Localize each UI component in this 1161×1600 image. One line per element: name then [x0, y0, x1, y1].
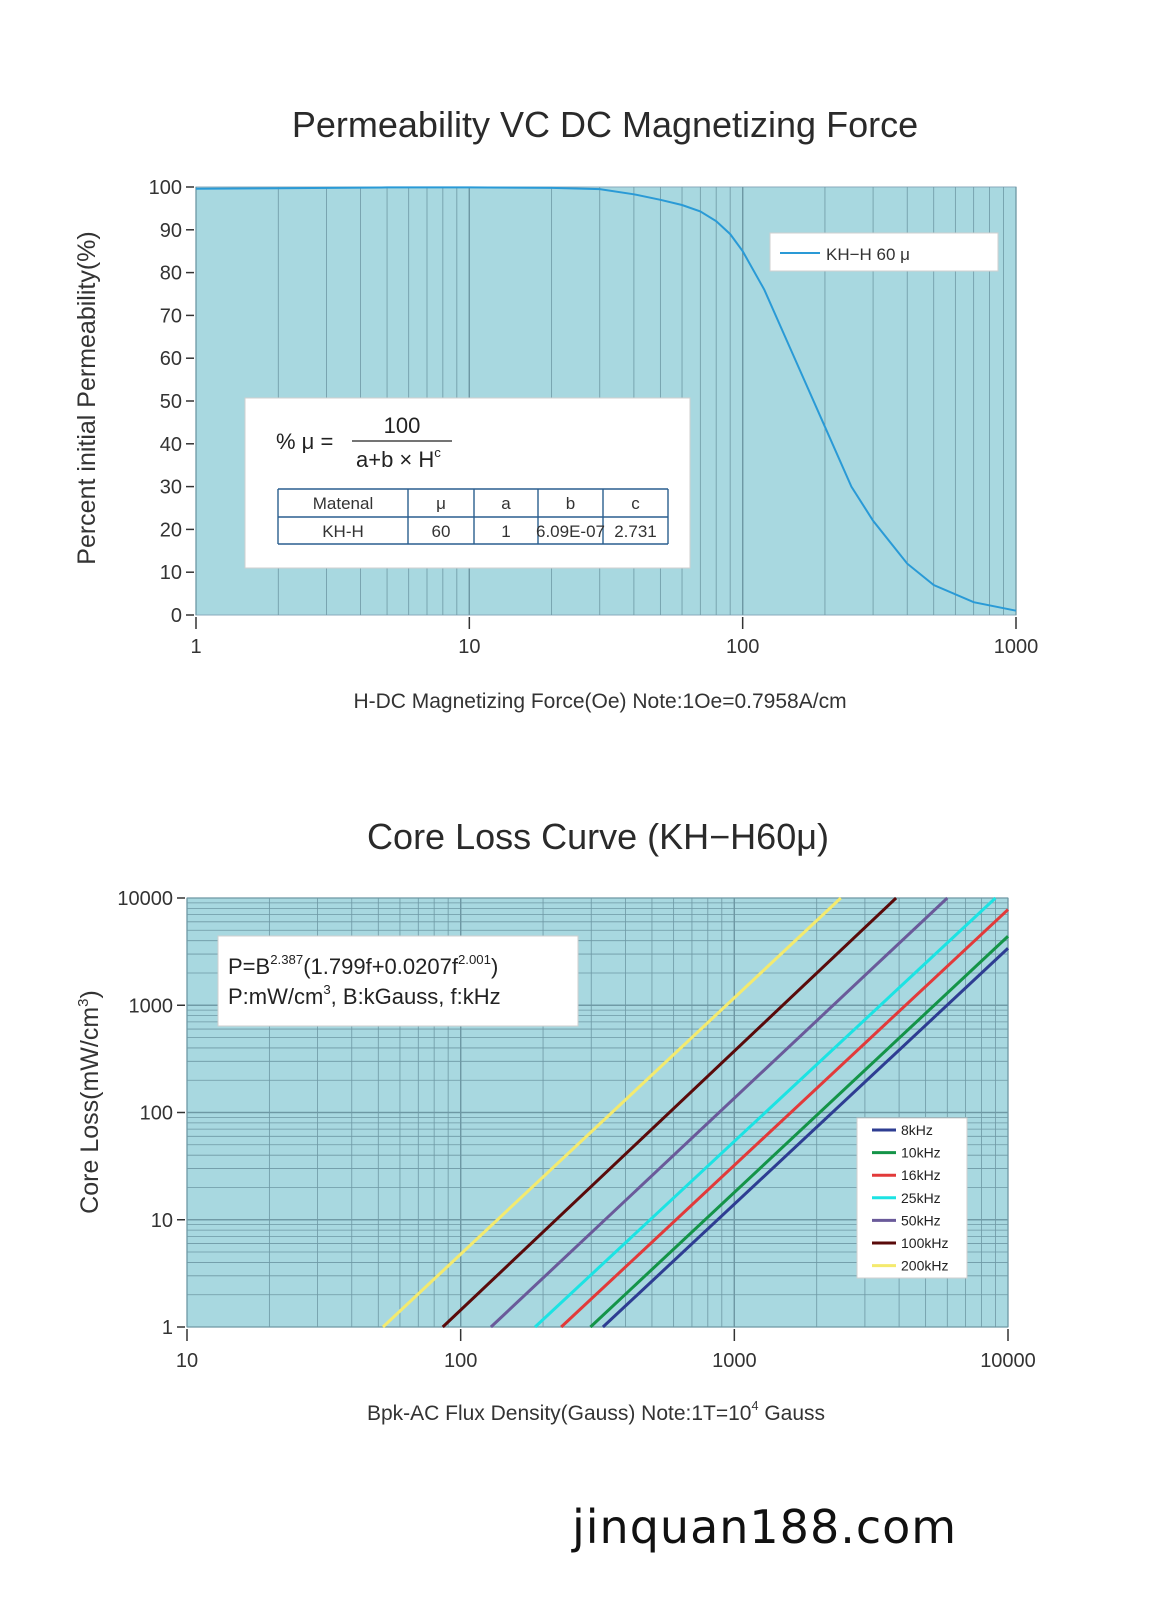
chart2-xlabel: Bpk-AC Flux Density(Gauss) Note:1T=104 G…: [367, 1399, 825, 1425]
chart1-formula-box: [244, 397, 691, 569]
text-part: 2.387: [270, 952, 303, 967]
chart1-ylabel: Percent initial Permeability(%): [73, 231, 101, 564]
chart1-xtick-label: 100: [726, 636, 759, 658]
text-part: ): [491, 954, 498, 979]
text-part: a+b × H: [356, 447, 434, 472]
chart2-ytick-label: 1: [162, 1317, 173, 1339]
chart2-xtick-label: 10000: [980, 1350, 1036, 1372]
chart2-xtick-label: 1000: [712, 1350, 757, 1372]
watermark-site: jinquan188.com: [572, 1500, 958, 1554]
param-table-cell: 60: [432, 522, 451, 541]
chart1-xtick-label: 10: [458, 636, 480, 658]
chart2-ytick-label: 100: [140, 1103, 173, 1125]
chart2-legend-label: 8kHz: [901, 1122, 933, 1138]
chart2-legend-label: 100kHz: [901, 1235, 948, 1251]
chart2-ytick-label: 1000: [129, 995, 174, 1017]
param-table-cell: 1: [501, 522, 510, 541]
chart2-ytick-label: 10: [151, 1210, 173, 1232]
chart1-ytick-label: 90: [160, 220, 182, 242]
param-table-header: c: [631, 494, 640, 513]
chart2-legend-label: 25kHz: [901, 1190, 941, 1206]
text-part: Core Loss(mW/cm: [76, 1007, 104, 1214]
text-part: Gauss: [759, 1402, 826, 1425]
text-part: Bpk-AC Flux Density(Gauss) Note:1T=10: [367, 1402, 752, 1425]
chart1-xtick-label: 1000: [994, 636, 1039, 658]
chart2-series-25khz: [534, 896, 997, 1329]
formula-lhs: % μ =: [276, 429, 333, 454]
text-part: 3: [323, 982, 330, 997]
param-table-header: μ: [436, 494, 446, 513]
param-table-cell: 2.731: [614, 522, 657, 541]
chart1-xtick-label: 1: [190, 636, 201, 658]
param-table-header: a: [501, 494, 511, 513]
chart1-ytick-label: 30: [160, 477, 182, 499]
chart1-ytick-label: 0: [171, 605, 182, 627]
param-table-header: b: [566, 494, 575, 513]
chart2-formula-box: [217, 935, 579, 1027]
chart2-formula-line1: P=B2.387(1.799f+0.0207f2.001): [228, 952, 498, 979]
text-part: 4: [752, 1399, 759, 1413]
chart2-legend-label: 10kHz: [901, 1145, 941, 1161]
chart2-xtick-label: 100: [444, 1350, 477, 1372]
chart1-ytick-label: 80: [160, 263, 182, 285]
chart1-ytick-label: 50: [160, 391, 182, 413]
chart1-title: Permeability VC DC Magnetizing Force: [292, 104, 918, 145]
text-part: (1.799f+0.0207f: [303, 954, 459, 979]
param-table-cell: 6.09E-07: [536, 522, 605, 541]
chart2-series-50khz: [489, 896, 949, 1329]
chart2-series-16khz: [560, 908, 1010, 1329]
chart2-legend-label: 200kHz: [901, 1258, 948, 1274]
text-part: 2.001: [458, 952, 491, 967]
chart1-ytick-label: 20: [160, 519, 182, 541]
chart1-ytick-label: 60: [160, 348, 182, 370]
chart1-ytick-label: 70: [160, 305, 182, 327]
chart1-series-line: [195, 186, 1017, 612]
chart1-ytick-label: 40: [160, 434, 182, 456]
text-part: P:mW/cm: [228, 984, 323, 1009]
chart2-formula-line2: P:mW/cm3, B:kGauss, f:kHz: [228, 982, 501, 1009]
text-part: c: [434, 445, 441, 460]
chart2-series-8khz: [601, 947, 1010, 1329]
chart2-title: Core Loss Curve (KH−H60μ): [367, 816, 829, 857]
chart1-ytick-label: 100: [149, 177, 182, 199]
chart1-legend-label: KH−H 60 μ: [826, 245, 910, 264]
chart2-ylabel: Core Loss(mW/cm3): [75, 990, 104, 1214]
chart2-legend-label: 16kHz: [901, 1167, 941, 1183]
chart2-series-200khz: [381, 896, 842, 1329]
formula-numerator: 100: [384, 413, 421, 438]
text-part: , B:kGauss, f:kHz: [331, 984, 501, 1009]
chart2-xtick-label: 10: [176, 1350, 198, 1372]
chart2-series-100khz: [441, 896, 898, 1329]
text-part: 3: [75, 999, 92, 1007]
formula-denominator: a+b × Hc: [356, 445, 441, 472]
text-part: P=B: [228, 954, 270, 979]
param-table-cell: KH-H: [322, 522, 364, 541]
chart1-xlabel: H-DC Magnetizing Force(Oe) Note:1Oe=0.79…: [353, 690, 846, 713]
param-table-header: Matenal: [313, 494, 373, 513]
chart2-legend-label: 50kHz: [901, 1212, 941, 1228]
chart1-ytick-label: 10: [160, 562, 182, 584]
text-part: ): [76, 990, 104, 998]
chart2-ytick-label: 10000: [117, 888, 173, 910]
chart2-series-10khz: [589, 935, 1010, 1329]
